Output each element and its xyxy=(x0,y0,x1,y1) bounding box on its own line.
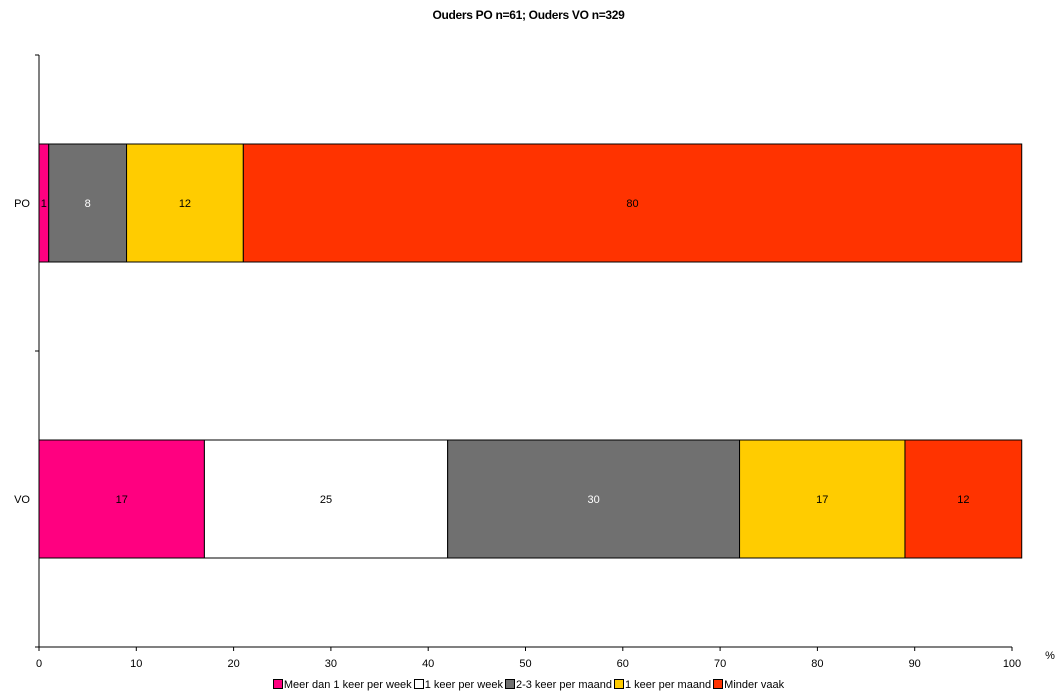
data-label-po-3: 12 xyxy=(179,198,191,210)
x-tick-label: 100 xyxy=(1003,658,1021,670)
legend-label: Meer dan 1 keer per week xyxy=(283,679,412,691)
legend-label: Minder vaak xyxy=(724,679,785,691)
legend-swatch xyxy=(272,679,283,689)
x-tick-label: 60 xyxy=(617,658,629,670)
x-tick-label: 90 xyxy=(909,658,921,670)
legend: Meer dan 1 keer per week 1 keer per week 2… xyxy=(0,679,1057,691)
category-label-vo: VO xyxy=(14,494,30,506)
x-tick-label: 50 xyxy=(519,658,531,670)
legend-label: 1 keer per maand xyxy=(624,679,712,691)
x-axis-unit-label: % xyxy=(1045,650,1055,662)
legend-swatch xyxy=(713,679,724,689)
data-label-vo-1: 25 xyxy=(320,494,332,506)
data-label-vo-2: 30 xyxy=(587,494,599,506)
bar-segment-vo-1 xyxy=(203,439,449,559)
x-tick-label: 40 xyxy=(422,658,434,670)
bar-segment-vo-0 xyxy=(38,439,205,559)
legend-item: Meer dan 1 keer per week xyxy=(272,679,412,691)
legend-swatch xyxy=(504,679,515,689)
chart-title: Ouders PO n=61; Ouders VO n=329 xyxy=(432,8,625,22)
legend-item: 1 keer per week xyxy=(413,679,503,691)
legend-item: 2-3 keer per maand xyxy=(504,679,612,691)
bar-segment-vo-3 xyxy=(739,439,906,559)
data-label-vo-0: 17 xyxy=(116,494,128,506)
data-label-vo-4: 12 xyxy=(957,494,969,506)
bar-segment-po-4 xyxy=(242,143,1023,263)
legend-item: 1 keer per maand xyxy=(613,679,712,691)
x-tick-label: 0 xyxy=(36,658,42,670)
bar-segment-vo-2 xyxy=(447,439,741,559)
bar-segment-po-2 xyxy=(48,143,128,263)
x-tick-label: 20 xyxy=(227,658,239,670)
data-label-po-2: 8 xyxy=(85,198,91,210)
legend-item: Minder vaak xyxy=(713,679,784,691)
bar-segment-vo-4 xyxy=(904,439,1023,559)
x-tick-label: 10 xyxy=(130,658,142,670)
legend-label: 1 keer per week xyxy=(424,679,503,691)
legend-label: 2-3 keer per maand xyxy=(515,679,612,691)
data-label-po-4: 80 xyxy=(626,198,638,210)
data-label-vo-3: 17 xyxy=(816,494,828,506)
legend-swatch xyxy=(413,679,424,689)
x-tick-label: 30 xyxy=(325,658,337,670)
data-label-po-0: 1 xyxy=(41,198,47,210)
legend-swatch xyxy=(613,679,624,689)
x-tick-label: 80 xyxy=(811,658,823,670)
x-tick-label: 70 xyxy=(714,658,726,670)
category-label-po: PO xyxy=(14,198,30,210)
